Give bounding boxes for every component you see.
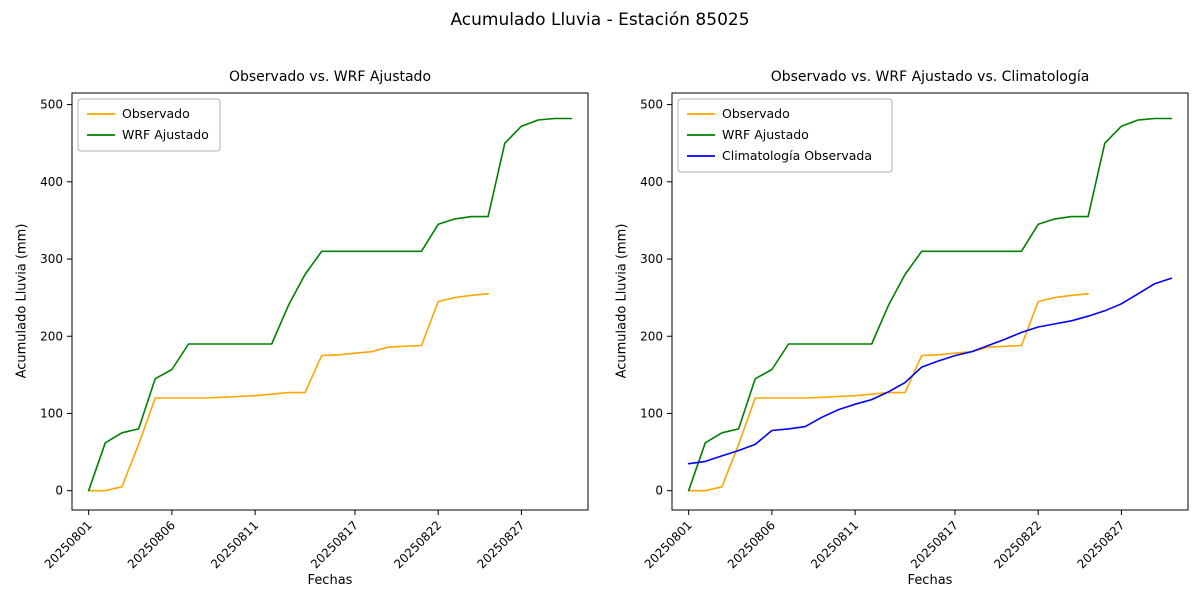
legend-label: WRF Ajustado	[722, 127, 809, 142]
y-tick-label: 300	[640, 252, 663, 266]
series-line-wrf-ajustado	[87, 117, 573, 492]
y-tick-label: 0	[55, 484, 63, 498]
x-tick-label: 20250806	[125, 518, 178, 571]
left-chart-plot: 0 100 200 300 400 500 20250801 20250806 20250811…	[40, 92, 589, 571]
right-chart-plot: 0 100 200 300 400 500 20250801 20250806 20250811…	[640, 92, 1189, 571]
y-tick-label: 300	[40, 252, 63, 266]
y-tick-label: 200	[640, 329, 663, 343]
right-chart: Observado vs. WRF Ajustado vs. Climatolo…	[600, 45, 1200, 600]
y-tick-label: 200	[40, 329, 63, 343]
x-tick-label: 20250811	[808, 518, 861, 571]
y-tick-label: 0	[655, 484, 663, 498]
legend: Observado WRF Ajustado	[77, 98, 221, 152]
figure-title: Acumulado Lluvia - Estación 85025	[450, 10, 750, 30]
legend-label: Climatología Observada	[722, 148, 872, 163]
y-tick-label: 500	[640, 98, 663, 112]
right-chart-title: Observado vs. WRF Ajustado vs. Climatolo…	[770, 69, 1090, 85]
legend-box	[677, 98, 893, 173]
charts-row: Observado vs. WRF Ajustado Acumulado Llu…	[0, 45, 1200, 600]
x-tick-label: 20250822	[991, 518, 1044, 571]
left-chart-xlabel: Fechas	[307, 573, 353, 588]
x-tick-label: 20250806	[725, 518, 778, 571]
legend-label: Observado	[122, 106, 190, 121]
y-tick-label: 500	[40, 98, 63, 112]
legend: Observado WRF Ajustado Climatología Observ…	[677, 98, 893, 173]
legend-label: WRF Ajustado	[122, 127, 209, 142]
x-tick-label: 20250811	[208, 518, 261, 571]
x-tick-label: 20250827	[474, 518, 527, 571]
x-tick-label: 20250817	[308, 518, 361, 571]
legend-label: Observado	[722, 106, 790, 121]
x-tick-label: 20250801	[42, 518, 95, 571]
y-tick-label: 400	[640, 175, 663, 189]
series-line-climatolog-a-observada	[687, 277, 1173, 465]
axes-frame	[671, 92, 1189, 511]
y-tick-label: 400	[40, 175, 63, 189]
series-line-wrf-ajustado	[687, 117, 1173, 492]
left-chart-title: Observado vs. WRF Ajustado	[228, 69, 432, 85]
x-tick-label: 20250827	[1074, 518, 1127, 571]
left-chart: Observado vs. WRF Ajustado Acumulado Llu…	[0, 45, 600, 600]
x-tick-label: 20250801	[642, 518, 695, 571]
axes-frame	[71, 92, 589, 511]
y-tick-label: 100	[40, 406, 63, 420]
right-chart-xlabel: Fechas	[907, 573, 953, 588]
x-tick-label: 20250817	[908, 518, 961, 571]
x-tick-label: 20250822	[391, 518, 444, 571]
legend-box	[77, 98, 221, 152]
y-tick-label: 100	[640, 406, 663, 420]
series-line-observado	[87, 293, 489, 492]
